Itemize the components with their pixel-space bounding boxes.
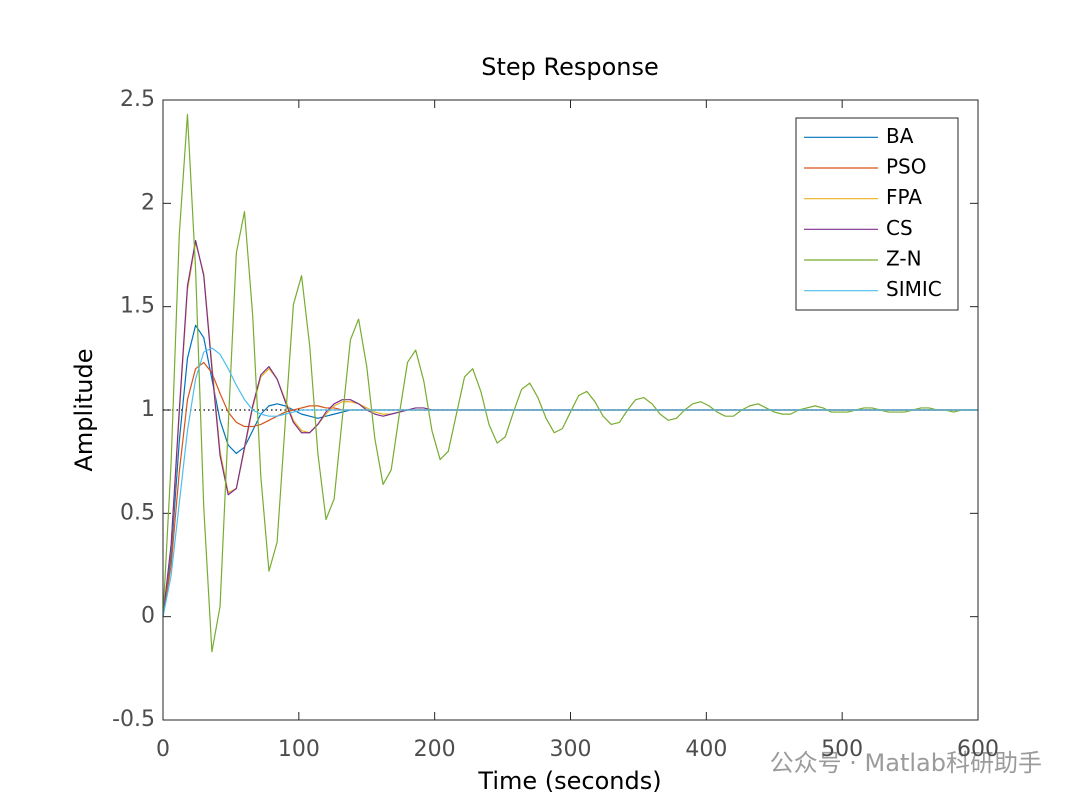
y-tick-label: 1.5: [120, 294, 155, 319]
y-tick-label: 1: [141, 397, 155, 422]
y-axis-label: Amplitude: [70, 349, 98, 472]
watermark: 公众号 · Matlab科研助手: [770, 749, 1042, 777]
y-tick-label: 0.5: [120, 500, 155, 525]
legend-label: CS: [886, 216, 913, 240]
legend-label: Z-N: [886, 247, 922, 271]
legend-label: PSO: [886, 155, 927, 179]
x-tick-label: 300: [550, 737, 592, 762]
x-tick-label: 200: [414, 737, 456, 762]
y-tick-label: 0: [141, 604, 155, 629]
legend-label: BA: [886, 124, 914, 148]
series-line: [162, 113, 978, 653]
y-tick-label: -0.5: [112, 707, 155, 732]
x-tick-label: 500: [821, 737, 863, 762]
y-tick-label: 2.5: [120, 87, 155, 112]
x-tick-label: 0: [156, 737, 170, 762]
x-tick-label: 100: [278, 737, 320, 762]
x-axis-label: Time (seconds): [477, 767, 661, 795]
legend-label: FPA: [886, 185, 922, 209]
chart-title: Step Response: [481, 53, 659, 81]
y-tick-label: 2: [141, 190, 155, 215]
x-tick-label: 600: [957, 737, 999, 762]
series-line: [162, 347, 978, 617]
legend-label: SIMIC: [886, 277, 942, 301]
x-tick-label: 400: [685, 737, 727, 762]
legend-box: [795, 117, 959, 311]
legend: BA PSO FPA CS Z-N SIMIC: [795, 117, 959, 311]
axes-box: [162, 99, 979, 721]
